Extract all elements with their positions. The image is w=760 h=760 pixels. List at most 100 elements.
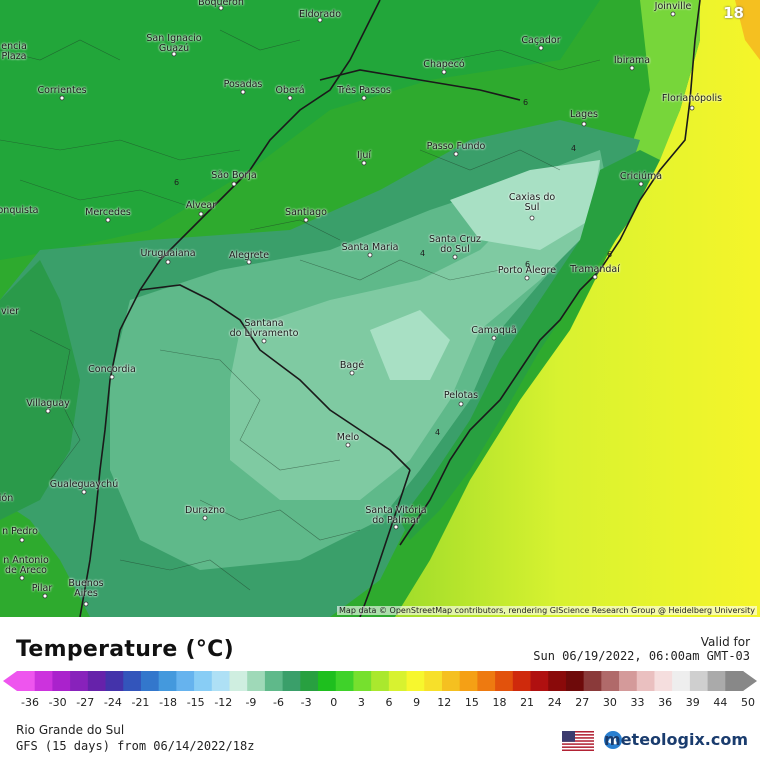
scale-swatch: [565, 671, 585, 691]
city-label-obera: Oberá: [275, 85, 305, 96]
city-label-posadas: Posadas: [223, 79, 263, 90]
scale-tick-label: 27: [575, 696, 590, 709]
contour-label: 4: [420, 249, 426, 258]
scale-tick-label: -30: [48, 696, 67, 709]
legend-panel: Temperature (°C) Valid for Sun 06/19/202…: [0, 617, 760, 760]
contour-label: 6: [607, 250, 613, 259]
scale-swatch: [335, 671, 354, 691]
scale-swatch: [52, 671, 71, 691]
scale-tick-label: 21: [520, 696, 535, 709]
scale-tick-label: -3: [300, 696, 312, 709]
scale-tick-label: 33: [630, 696, 645, 709]
city-label-ion: ión: [0, 493, 14, 504]
scale-swatch: [725, 671, 744, 691]
city-label-villaguay: Villaguay: [26, 398, 70, 409]
region-name: Rio Grande do Sul: [16, 723, 125, 737]
scale-tick-label: -9: [245, 696, 257, 709]
city-label-encia-plaza: encia Plaza: [1, 41, 27, 62]
valid-time: Sun 06/19/2022, 06:00am GMT-03: [533, 649, 750, 663]
city-label-mercedes: Mercedes: [85, 207, 131, 218]
scale-swatch: [636, 671, 655, 691]
scale-tick-label: -6: [273, 696, 285, 709]
city-label-joinville: Joinville: [654, 1, 692, 12]
scale-swatch: [194, 671, 213, 691]
scale-swatch: [105, 671, 124, 691]
scale-swatch: [512, 671, 532, 691]
scale-swatch: [548, 671, 567, 691]
scale-tick-label: -27: [76, 696, 95, 709]
city-label-bage: Bagé: [339, 360, 365, 371]
city-label-sao-borja: São Borja: [211, 170, 257, 181]
scale-swatch: [459, 671, 478, 691]
legend-title: Temperature (°C): [16, 637, 234, 662]
scale-tick-label: 9: [413, 696, 421, 709]
scale-swatch: [441, 671, 461, 691]
contour-label: 6: [174, 178, 180, 187]
us-flag-icon[interactable]: [562, 731, 594, 751]
city-label-concordia: Concordia: [88, 364, 136, 375]
scale-tick-label: 12: [437, 696, 452, 709]
scale-swatch: [495, 671, 514, 691]
scale-swatch: [672, 671, 691, 691]
forecast-map[interactable]: 18 Boqueron Eldorado Joinville encia Plaza Sa…: [0, 0, 760, 617]
brand-name[interactable]: meteologix.com: [604, 730, 748, 749]
scale-swatch: [247, 671, 266, 691]
scale-swatch: [619, 671, 638, 691]
scale-swatch: [34, 671, 53, 691]
contour-label: 4: [435, 428, 441, 437]
scale-tick-label: -36: [21, 696, 39, 709]
city-label-alegrete: Alegrete: [228, 250, 270, 261]
valid-for-label: Valid for: [700, 635, 750, 649]
city-label-caxias-do-sul: Caxias do Sul: [508, 192, 556, 213]
city-label-santana-do-livramento: Santana do Livramento: [229, 318, 299, 339]
scale-tick-label: 18: [492, 696, 507, 709]
meteologix-logo-icon: [604, 731, 622, 749]
scale-swatch: [229, 671, 248, 691]
city-label-ijui: Ijuí: [356, 150, 372, 161]
scale-swatch: [388, 671, 408, 691]
scale-swatch: [264, 671, 284, 691]
scale-swatch: [176, 671, 195, 691]
city-label-uruguaiana: Uruguaiana: [140, 248, 196, 259]
city-label-santa-vitoria-do-palmar: Santa Vitória do Palmar: [365, 505, 427, 526]
scale-swatch: [300, 671, 319, 691]
city-label-florianopolis: Florianópolis: [661, 93, 723, 104]
city-label-pilar: Pilar: [31, 583, 53, 594]
scale-swatch: [654, 671, 673, 691]
scale-swatch: [689, 671, 709, 691]
scale-tick-label: 50: [741, 696, 755, 709]
city-label-cacador: Caçador: [521, 35, 561, 46]
scale-swatch: [477, 671, 496, 691]
scale-swatch: [211, 671, 230, 691]
contour-label: 6: [525, 260, 531, 269]
city-label-corrientes: Corrientes: [37, 85, 87, 96]
city-label-santa-maria: Santa Maria: [341, 242, 399, 253]
city-label-tres-passos: Três Passos: [337, 85, 391, 96]
scale-swatch: [601, 671, 620, 691]
scale-swatch: [158, 671, 177, 691]
scale-tick-label: 3: [357, 696, 365, 709]
color-scale-bar: [3, 671, 757, 691]
scale-swatch: [140, 671, 160, 691]
scale-tick-label: -18: [159, 696, 178, 709]
scale-tick-label: -24: [103, 696, 122, 709]
city-label-eldorado: Eldorado: [298, 9, 342, 20]
scale-tick-label: 39: [685, 696, 700, 709]
city-label-tramandai: Tramandaí: [570, 264, 620, 275]
model-run-info: GFS (15 days) from 06/14/2022/18z: [16, 739, 255, 753]
city-label-chapeco: Chapecó: [423, 59, 465, 70]
scale-swatch: [530, 671, 549, 691]
city-label-melo: Melo: [336, 432, 360, 443]
city-label-buenos-aires: Buenos Aires: [68, 578, 104, 599]
city-label-san-ignacio-guazu: San Ignacio Guazú: [146, 33, 202, 54]
contour-label: 4: [571, 144, 577, 153]
scale-swatch: [70, 671, 89, 691]
forecast-hour-label: 18: [723, 4, 744, 22]
city-label-porto-alegre: Porto Alegre: [497, 265, 557, 276]
scale-swatch: [87, 671, 107, 691]
map-canvas: [0, 0, 760, 617]
scale-swatch: [424, 671, 443, 691]
city-label-san-pedro: n Pedro: [2, 526, 38, 537]
city-label-pelotas: Pelotas: [443, 390, 479, 401]
scale-min-arrow: [3, 671, 17, 691]
